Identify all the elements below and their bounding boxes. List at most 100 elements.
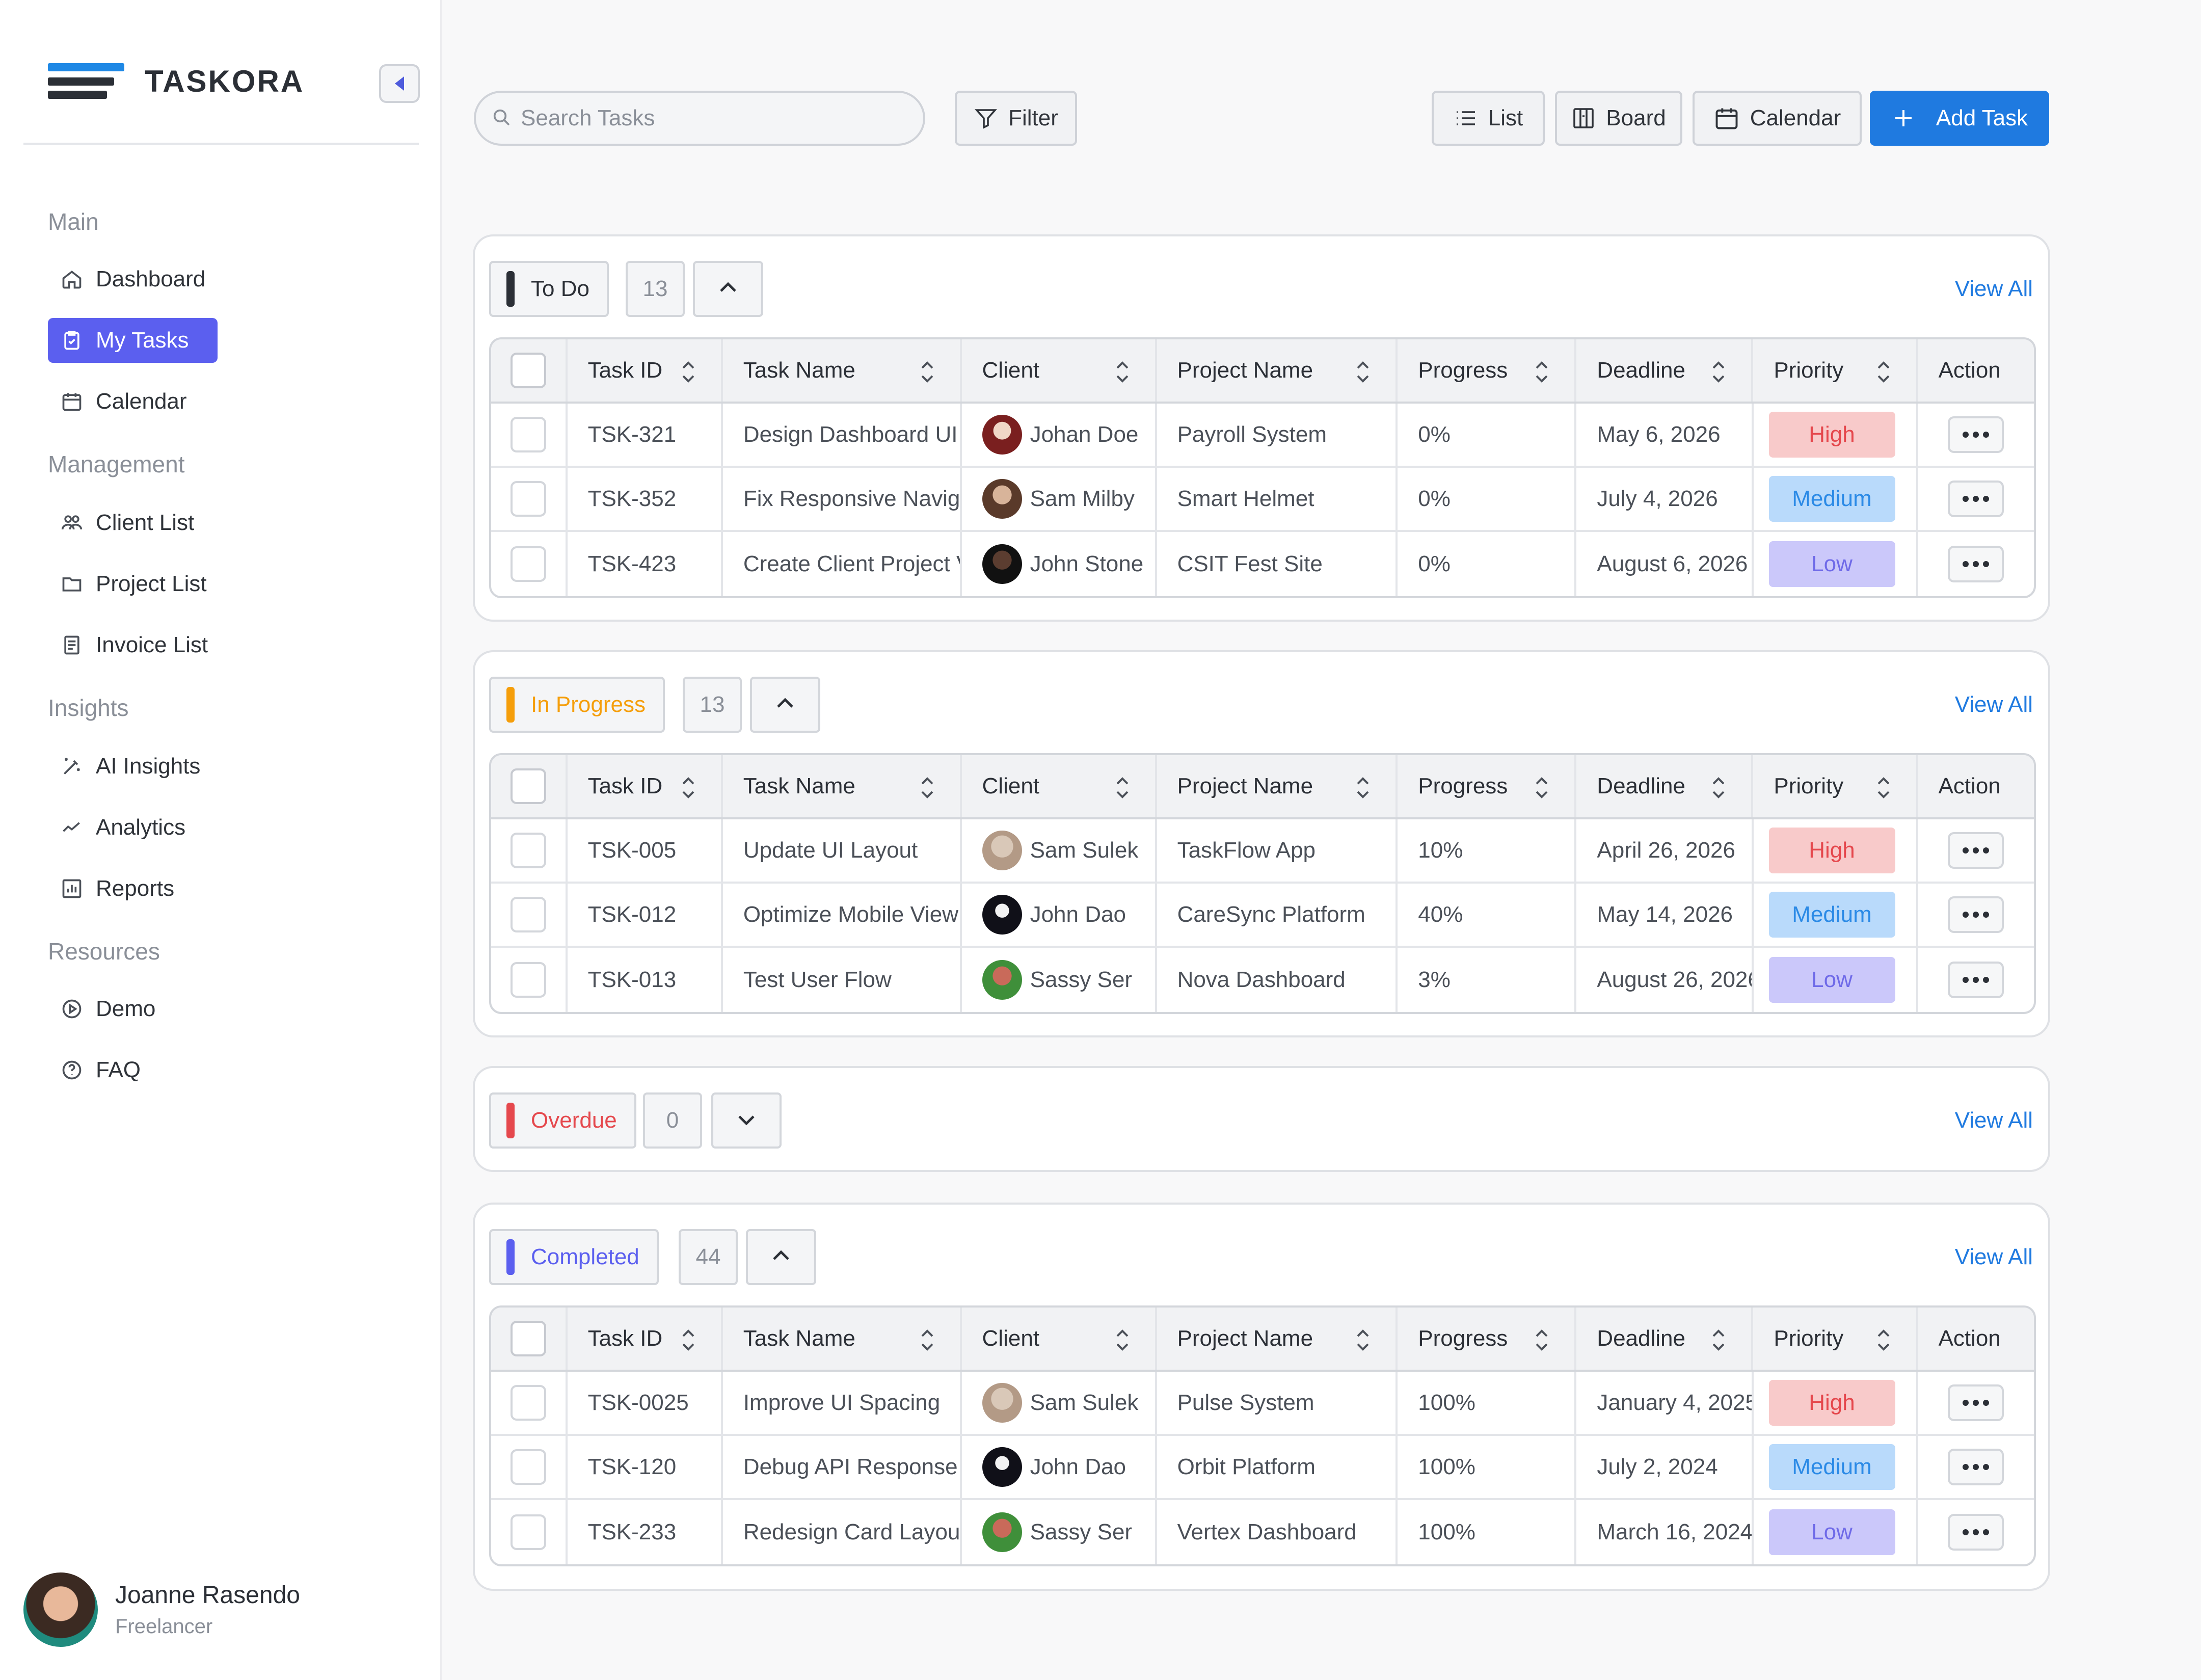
table-row[interactable]: TSK-013 Test User Flow Sassy Ser Nova Dashb… [491, 948, 2034, 1012]
column-header[interactable]: Client [962, 755, 1157, 817]
expand-group-button[interactable] [711, 1092, 782, 1149]
view-all-link[interactable]: View All [1954, 692, 2033, 717]
task-name[interactable]: Fix Responsive Navigation [723, 468, 962, 530]
sidebar-item-invoice-list[interactable]: Invoice List [48, 623, 208, 668]
sort-icon[interactable] [1873, 775, 1894, 807]
more-actions-button[interactable] [1948, 546, 2004, 582]
table-row[interactable]: TSK-233 Redesign Card Layout Sassy Ser Vert… [491, 1500, 2034, 1564]
column-header[interactable]: Progress [1398, 339, 1577, 402]
more-actions-button[interactable] [1948, 962, 2004, 998]
table-row[interactable]: TSK-120 Debug API Response John Dao Orbit P… [491, 1436, 2034, 1500]
column-header[interactable]: Task Name [723, 755, 962, 817]
more-actions-button[interactable] [1948, 1514, 2004, 1551]
sidebar-item-reports[interactable]: Reports [48, 866, 174, 911]
column-header[interactable]: Project Name [1157, 755, 1398, 817]
column-header[interactable]: Deadline [1576, 1308, 1754, 1370]
search-input[interactable]: Search Tasks [474, 91, 925, 146]
task-name[interactable]: Test User Flow [723, 948, 962, 1012]
select-all-checkbox[interactable] [510, 353, 546, 388]
row-checkbox[interactable] [510, 1449, 546, 1485]
collapse-group-button[interactable] [750, 677, 820, 733]
collapse-sidebar-button[interactable] [379, 64, 420, 103]
more-actions-button[interactable] [1948, 832, 2004, 869]
sort-icon[interactable] [1708, 359, 1729, 391]
status-label[interactable]: To Do [489, 261, 609, 317]
view-all-link[interactable]: View All [1954, 276, 2033, 301]
collapse-group-button[interactable] [746, 1229, 816, 1285]
more-actions-button[interactable] [1948, 896, 2004, 933]
row-checkbox[interactable] [510, 962, 546, 998]
sidebar-item-analytics[interactable]: Analytics [48, 805, 185, 850]
column-header[interactable]: Client [962, 1308, 1157, 1370]
row-checkbox[interactable] [510, 897, 546, 932]
sidebar-item-calendar[interactable]: Calendar [48, 379, 187, 424]
row-checkbox[interactable] [510, 1385, 546, 1421]
row-checkbox[interactable] [510, 417, 546, 452]
row-checkbox[interactable] [510, 1514, 546, 1550]
sort-icon[interactable] [678, 359, 699, 391]
more-actions-button[interactable] [1948, 481, 2004, 517]
row-checkbox[interactable] [510, 546, 546, 582]
column-header[interactable]: Priority [1753, 755, 1918, 817]
column-header[interactable]: Task Name [723, 339, 962, 402]
column-header[interactable]: Task ID [568, 1308, 723, 1370]
sidebar-item-demo[interactable]: Demo [48, 986, 155, 1031]
table-row[interactable]: TSK-0025 Improve UI Spacing Sam Sulek Pulse… [491, 1372, 2034, 1436]
task-name[interactable]: Improve UI Spacing [723, 1372, 962, 1434]
sort-icon[interactable] [1873, 359, 1894, 391]
add-task-button[interactable]: Add Task [1870, 91, 2049, 146]
select-all-checkbox[interactable] [510, 768, 546, 804]
task-name[interactable]: Create Client Project View [723, 532, 962, 596]
task-name[interactable]: Debug API Response [723, 1436, 962, 1498]
sidebar-item-faq[interactable]: FAQ [48, 1048, 141, 1092]
calendar-view-button[interactable]: Calendar [1693, 91, 1862, 146]
task-name[interactable]: Redesign Card Layout [723, 1500, 962, 1564]
view-all-link[interactable]: View All [1954, 1244, 2033, 1269]
sidebar-item-project-list[interactable]: Project List [48, 562, 207, 606]
table-row[interactable]: TSK-005 Update UI Layout Sam Sulek TaskFlow… [491, 819, 2034, 884]
sort-icon[interactable] [1532, 775, 1552, 807]
sort-icon[interactable] [1708, 1327, 1729, 1359]
row-checkbox[interactable] [510, 833, 546, 868]
column-header[interactable]: Project Name [1157, 1308, 1398, 1370]
sort-icon[interactable] [1112, 359, 1133, 391]
column-header[interactable]: Client [962, 339, 1157, 402]
task-name[interactable]: Optimize Mobile View [723, 884, 962, 946]
column-header[interactable]: Project Name [1157, 339, 1398, 402]
more-actions-button[interactable] [1948, 416, 2004, 453]
sort-icon[interactable] [917, 359, 937, 391]
list-view-button[interactable]: List [1432, 91, 1545, 146]
column-header[interactable]: Deadline [1576, 339, 1754, 402]
sort-icon[interactable] [1532, 1327, 1552, 1359]
status-label[interactable]: Overdue [489, 1092, 636, 1149]
brand-logo[interactable]: TASKORA [48, 60, 304, 102]
status-label[interactable]: In Progress [489, 677, 665, 733]
more-actions-button[interactable] [1948, 1384, 2004, 1421]
sidebar-item-ai-insights[interactable]: AI Insights [48, 744, 200, 789]
sidebar-item-client-list[interactable]: Client List [48, 500, 194, 545]
user-profile[interactable]: Joanne Rasendo Freelancer [23, 1572, 300, 1647]
sort-icon[interactable] [917, 1327, 937, 1359]
column-header[interactable]: Deadline [1576, 755, 1754, 817]
status-label[interactable]: Completed [489, 1229, 659, 1285]
column-header[interactable]: Task ID [568, 755, 723, 817]
sort-icon[interactable] [1873, 1327, 1894, 1359]
table-row[interactable]: TSK-012 Optimize Mobile View John Dao CareS… [491, 884, 2034, 948]
column-header[interactable]: Progress [1398, 755, 1577, 817]
sort-icon[interactable] [1353, 775, 1373, 807]
sidebar-item-my-tasks[interactable]: My Tasks [48, 318, 218, 363]
column-header[interactable]: Priority [1753, 339, 1918, 402]
row-checkbox[interactable] [510, 481, 546, 517]
collapse-group-button[interactable] [693, 261, 763, 317]
sort-icon[interactable] [1112, 775, 1133, 807]
task-name[interactable]: Update UI Layout [723, 819, 962, 882]
sort-icon[interactable] [1112, 1327, 1133, 1359]
more-actions-button[interactable] [1948, 1449, 2004, 1485]
sort-icon[interactable] [917, 775, 937, 807]
column-header[interactable]: Task ID [568, 339, 723, 402]
task-name[interactable]: Design Dashboard UI [723, 404, 962, 466]
table-row[interactable]: TSK-321 Design Dashboard UI Johan Doe Payro… [491, 404, 2034, 468]
filter-button[interactable]: Filter [955, 91, 1077, 146]
